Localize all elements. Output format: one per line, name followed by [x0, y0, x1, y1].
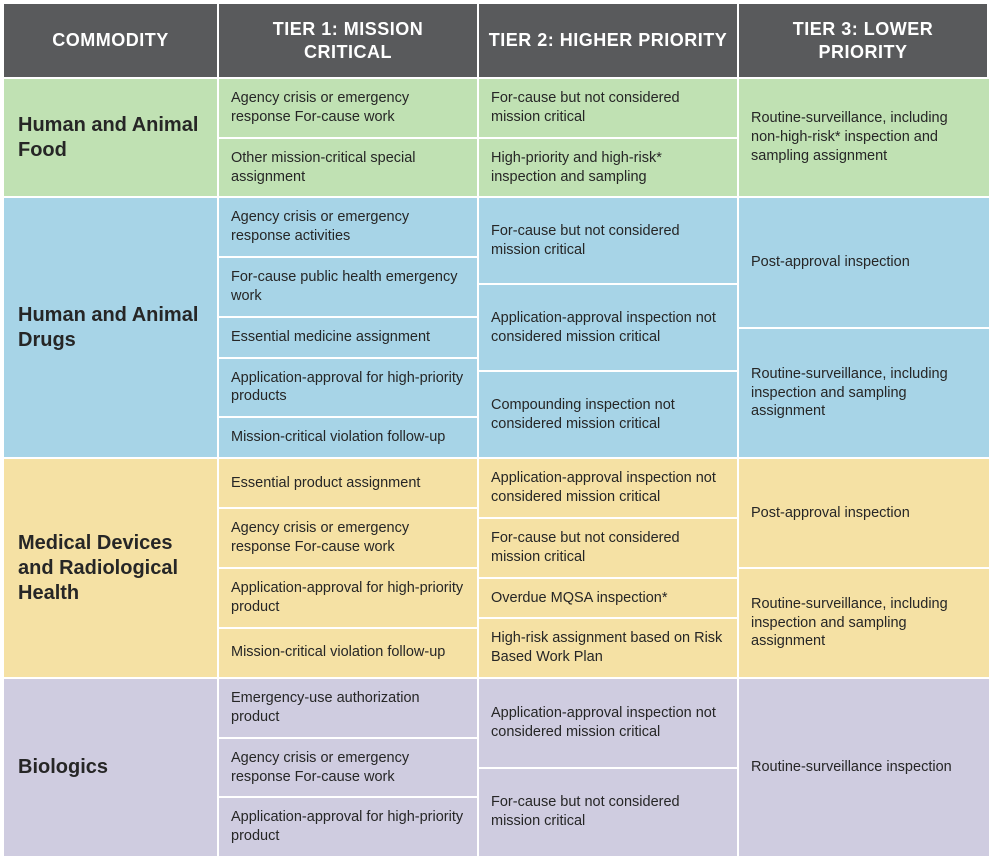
table-cell: Application-approval inspection not cons…	[479, 285, 737, 372]
table-cell: Mission-critical violation follow-up	[219, 418, 477, 457]
table-cell: Emergency-use authorization product	[219, 679, 477, 739]
table-cell: Agency crisis or emergency response acti…	[219, 198, 477, 258]
table-cell: Application-approval for high-priority p…	[219, 359, 477, 419]
header-commodity: COMMODITY	[4, 4, 219, 77]
table-cell: High-risk assignment based on Risk Based…	[479, 619, 737, 677]
tier3-col-drugs: Post-approval inspection Routine-surveil…	[739, 196, 989, 457]
tier3-col-food: Routine-surveillance, including non-high…	[739, 77, 989, 196]
tier2-col-food: For-cause but not considered mission cri…	[479, 77, 739, 196]
header-tier3: TIER 3: LOWER PRIORITY	[739, 4, 989, 77]
tier2-col-drugs: For-cause but not considered mission cri…	[479, 196, 739, 457]
table-cell: Other mission-critical special assignmen…	[219, 139, 477, 197]
table-cell: Post-approval inspection	[739, 459, 989, 569]
table-cell: Application-approval for high-priority p…	[219, 569, 477, 629]
table-cell: For-cause but not considered mission cri…	[479, 79, 737, 139]
table-cell: For-cause but not considered mission cri…	[479, 519, 737, 579]
table-cell: Agency crisis or emergency response For-…	[219, 739, 477, 799]
table-cell: For-cause but not considered mission cri…	[479, 769, 737, 857]
priority-tier-table: COMMODITY TIER 1: MISSION CRITICAL TIER …	[4, 4, 989, 856]
table-cell: Application-approval for high-priority p…	[219, 798, 477, 856]
tier3-col-biologics: Routine-surveillance inspection	[739, 677, 989, 856]
table-cell: Routine-surveillance, including inspecti…	[739, 569, 989, 677]
tier2-col-devices: Application-approval inspection not cons…	[479, 457, 739, 677]
table-cell: Essential medicine assignment	[219, 318, 477, 359]
table-cell: Compounding inspection not considered mi…	[479, 372, 737, 457]
tier1-col-biologics: Emergency-use authorization product Agen…	[219, 677, 479, 856]
tier3-col-devices: Post-approval inspection Routine-surveil…	[739, 457, 989, 677]
row-label-biologics: Biologics	[4, 677, 219, 856]
table-cell: Agency crisis or emergency response For-…	[219, 79, 477, 139]
table-cell: Essential product assignment	[219, 459, 477, 509]
table-cell: Routine-surveillance inspection	[739, 679, 989, 856]
table-cell: Routine-surveillance, including non-high…	[739, 79, 989, 196]
table-cell: Mission-critical violation follow-up	[219, 629, 477, 677]
tier2-col-biologics: Application-approval inspection not cons…	[479, 677, 739, 856]
row-label-food: Human and Animal Food	[4, 77, 219, 196]
table-cell: For-cause but not considered mission cri…	[479, 198, 737, 285]
row-label-drugs: Human and Animal Drugs	[4, 196, 219, 457]
table-cell: Overdue MQSA inspection*	[479, 579, 737, 620]
header-tier1: TIER 1: MISSION CRITICAL	[219, 4, 479, 77]
table-cell: Application-approval inspection not cons…	[479, 679, 737, 769]
table-cell: For-cause public health emergency work	[219, 258, 477, 318]
table-cell: Routine-surveillance, including inspecti…	[739, 329, 989, 457]
table-cell: Application-approval inspection not cons…	[479, 459, 737, 519]
header-tier2: TIER 2: HIGHER PRIORITY	[479, 4, 739, 77]
row-label-devices: Medical Devices and Radiological Health	[4, 457, 219, 677]
table-cell: Post-approval inspection	[739, 198, 989, 328]
table-cell: High-priority and high-risk* inspection …	[479, 139, 737, 197]
table-cell: Agency crisis or emergency response For-…	[219, 509, 477, 569]
tier1-col-food: Agency crisis or emergency response For-…	[219, 77, 479, 196]
tier1-col-drugs: Agency crisis or emergency response acti…	[219, 196, 479, 457]
tier1-col-devices: Essential product assignment Agency cris…	[219, 457, 479, 677]
